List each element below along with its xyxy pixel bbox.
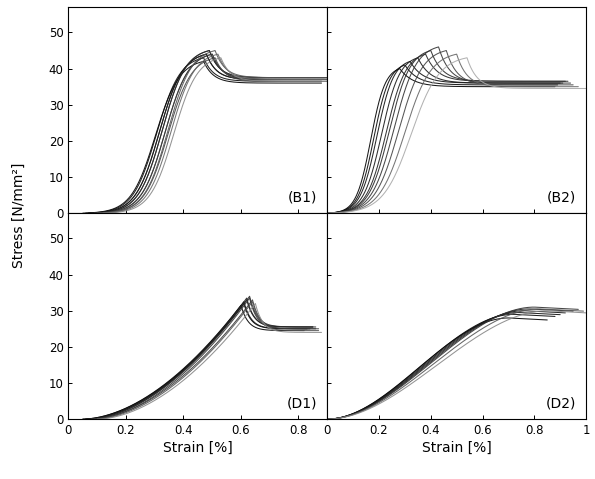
Text: (B2): (B2) <box>546 191 576 205</box>
Text: Stress [N/mm²]: Stress [N/mm²] <box>12 163 26 268</box>
X-axis label: Strain [%]: Strain [%] <box>422 441 491 455</box>
X-axis label: Strain [%]: Strain [%] <box>163 441 233 455</box>
Text: (B1): (B1) <box>287 191 317 205</box>
Text: (D2): (D2) <box>546 397 576 411</box>
Text: (D1): (D1) <box>286 397 317 411</box>
